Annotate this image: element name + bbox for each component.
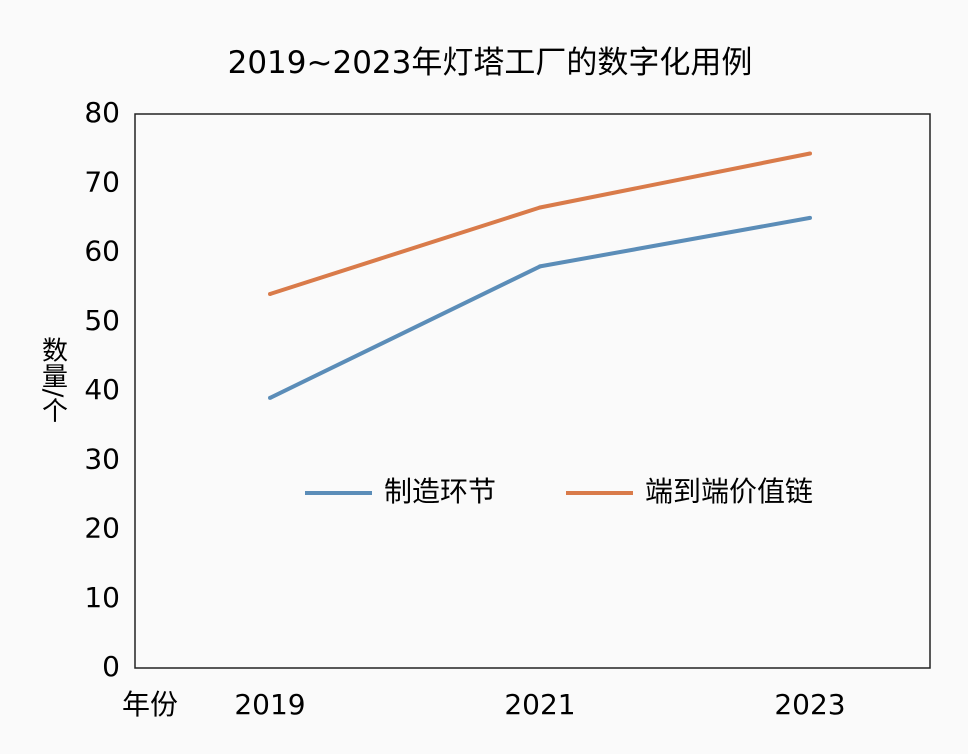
x-tick-label: 2019 xyxy=(234,688,305,721)
y-tick-label: 20 xyxy=(84,512,120,545)
legend-label: 端到端价值链 xyxy=(645,475,813,508)
y-tick-label: 60 xyxy=(84,235,120,268)
series-2-point xyxy=(808,151,812,156)
series-line-1 xyxy=(269,215,811,400)
series-1-point xyxy=(808,215,812,220)
y-tick-label: 70 xyxy=(84,165,120,198)
y-tick-label: 80 xyxy=(84,96,120,129)
series-2-point xyxy=(268,292,272,296)
plot-area-frame xyxy=(134,113,931,669)
y-axis-label: 数量/个 xyxy=(38,336,68,423)
x-tick-label: 2021 xyxy=(504,688,575,721)
series-1-point xyxy=(268,395,272,400)
legend-label: 制造环节 xyxy=(384,475,496,508)
x-axis-ticks: 2019 2021 2023 xyxy=(234,688,845,721)
legend-item-2: 端到端价值链 xyxy=(566,475,813,508)
y-axis-ticks: 0 10 20 30 40 50 60 70 80 xyxy=(84,96,120,683)
series-1-point xyxy=(538,264,542,269)
y-tick-label: 50 xyxy=(84,304,120,337)
y-tick-label: 40 xyxy=(84,373,120,406)
x-tick-label: 2023 xyxy=(774,688,845,721)
series-lines xyxy=(268,151,812,400)
y-tick-label: 30 xyxy=(84,442,120,475)
series-2-point xyxy=(538,205,542,210)
x-axis-label: 年份 xyxy=(122,688,178,721)
series-line-2 xyxy=(269,151,811,296)
y-tick-label: 10 xyxy=(84,581,120,614)
legend: 制造环节 端到端价值链 xyxy=(305,475,813,508)
chart-title: 2019~2023年灯塔工厂的数字化用例 xyxy=(228,45,753,81)
y-tick-label: 0 xyxy=(102,650,120,683)
legend-item-1: 制造环节 xyxy=(305,475,496,508)
